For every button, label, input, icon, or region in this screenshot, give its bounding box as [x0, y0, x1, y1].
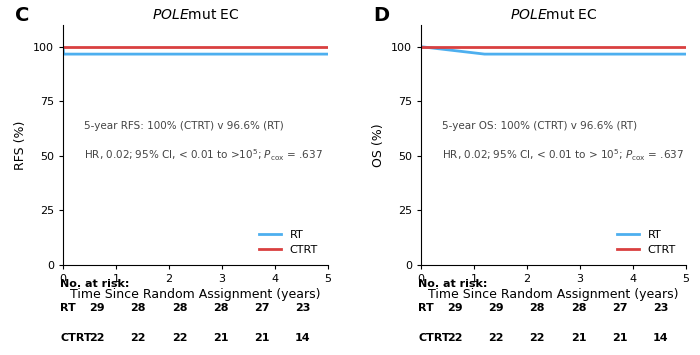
Text: 5-year OS: 100% (CTRT) v 96.6% (RT): 5-year OS: 100% (CTRT) v 96.6% (RT)	[442, 121, 637, 131]
Text: 28: 28	[172, 303, 187, 313]
Text: HR, 0.02; 95% CI, < 0.01 to >10$^{5}$: HR, 0.02; 95% CI, < 0.01 to >10$^{5}$	[0, 354, 1, 355]
Y-axis label: RFS (%): RFS (%)	[15, 120, 27, 170]
Text: 27: 27	[254, 303, 270, 313]
Text: C: C	[15, 6, 29, 24]
Text: 27: 27	[612, 303, 627, 313]
Y-axis label: OS (%): OS (%)	[372, 123, 385, 167]
Title: $\it{POLE}$mut EC: $\it{POLE}$mut EC	[510, 8, 597, 22]
Text: 21: 21	[254, 333, 270, 343]
Text: 29: 29	[489, 303, 504, 313]
Text: 29: 29	[90, 303, 105, 313]
Text: RT: RT	[60, 303, 76, 313]
Text: HR, 0.02; 95% CI, < 0.01 to > 10$^{5}$; $P_{\mathrm{cox}}$ = .637: HR, 0.02; 95% CI, < 0.01 to > 10$^{5}$; …	[442, 147, 684, 163]
Legend: RT, CTRT: RT, CTRT	[612, 226, 680, 260]
Legend: RT, CTRT: RT, CTRT	[254, 226, 323, 260]
Text: 21: 21	[612, 333, 627, 343]
Text: 22: 22	[131, 333, 146, 343]
Text: HR, 0.02; 95% CI, < 0.01 to >10: HR, 0.02; 95% CI, < 0.01 to >10	[0, 354, 1, 355]
Text: 28: 28	[530, 303, 545, 313]
Text: 5-year OS: 100% (CTRT) v 96.6% (RT): 5-year OS: 100% (CTRT) v 96.6% (RT)	[0, 354, 1, 355]
Text: CTRT: CTRT	[60, 333, 92, 343]
Text: 28: 28	[131, 303, 146, 313]
X-axis label: Time Since Random Assignment (years): Time Since Random Assignment (years)	[70, 288, 321, 301]
Text: HR, 0.02; 95% CI, < 0.01 to >10$^{5}$; $P_{\mathrm{cox}}$ = .637: HR, 0.02; 95% CI, < 0.01 to >10$^{5}$; $…	[84, 147, 323, 163]
Text: 5-year RFS: 100% (CTRT) v 96.6% (RT): 5-year RFS: 100% (CTRT) v 96.6% (RT)	[84, 121, 284, 131]
Text: HR, 0.02; 95% CI, < 0.01 to > 10$^{5}$: HR, 0.02; 95% CI, < 0.01 to > 10$^{5}$	[0, 354, 1, 355]
Text: 28: 28	[570, 303, 586, 313]
Text: CTRT: CTRT	[418, 333, 450, 343]
Text: 21: 21	[213, 333, 228, 343]
Text: 23: 23	[653, 303, 668, 313]
Text: No. at risk:: No. at risk:	[60, 279, 130, 289]
Text: 29: 29	[447, 303, 463, 313]
Text: C: C	[0, 354, 1, 355]
Text: 22: 22	[489, 333, 504, 343]
Text: 5-year RFS: 100% (CTRT) v 96.6% (RT): 5-year RFS: 100% (CTRT) v 96.6% (RT)	[0, 354, 1, 355]
Text: 14: 14	[653, 333, 668, 343]
Text: D: D	[373, 6, 389, 24]
Text: HR, 0.02; 95% CI, < 0.01 to > 10: HR, 0.02; 95% CI, < 0.01 to > 10	[0, 354, 1, 355]
Text: 21: 21	[570, 333, 586, 343]
Text: 23: 23	[295, 303, 310, 313]
Text: 14: 14	[295, 333, 311, 343]
Title: $\it{POLE}$mut EC: $\it{POLE}$mut EC	[152, 8, 239, 22]
X-axis label: Time Since Random Assignment (years): Time Since Random Assignment (years)	[428, 288, 679, 301]
Text: 22: 22	[530, 333, 545, 343]
Text: 22: 22	[90, 333, 105, 343]
Text: 28: 28	[213, 303, 228, 313]
Text: D: D	[0, 354, 1, 355]
Text: No. at risk:: No. at risk:	[418, 279, 488, 289]
Text: 22: 22	[447, 333, 463, 343]
Text: 22: 22	[172, 333, 187, 343]
Text: RT: RT	[418, 303, 434, 313]
